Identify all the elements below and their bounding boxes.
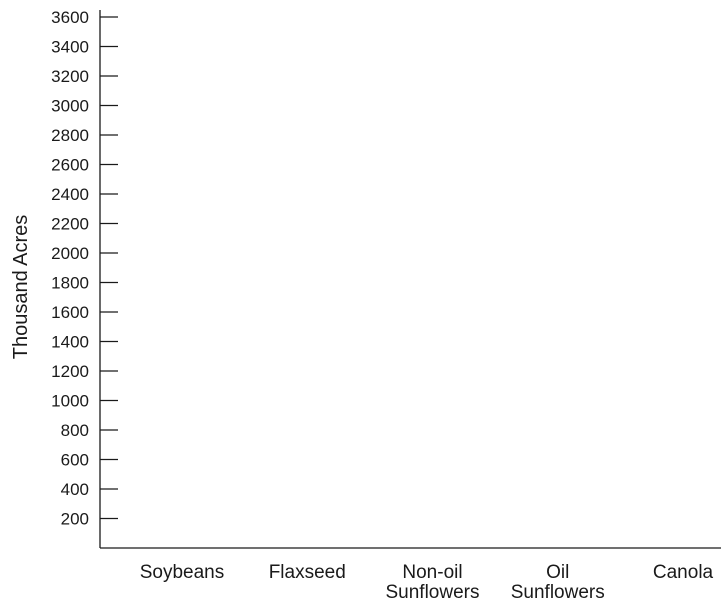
y-tick-label: 3400 [51,38,89,57]
x-category-label: Sunflowers [386,582,480,602]
y-tick-label: 2400 [51,185,89,204]
y-tick-label: 800 [61,421,89,440]
y-axis-title: Thousand Acres [10,215,32,360]
y-tick-label: 200 [61,510,89,529]
y-axis-ticks: 200 400 600 800 1000 1200 1400 1600 1800 2000 2200… [51,8,118,529]
y-tick-label: 3200 [51,67,89,86]
y-tick-label: 2000 [51,244,89,263]
y-tick-label: 1200 [51,362,89,381]
y-tick-label: 2600 [51,156,89,175]
x-category-label: Canola [653,562,714,583]
y-tick-label: 400 [61,480,89,499]
y-tick-label: 600 [61,451,89,470]
y-tick-label: 2800 [51,126,89,145]
x-category-label: Soybeans [140,562,225,583]
y-tick-label: 3600 [51,8,89,27]
x-axis-category-labels: Soybeans Flaxseed Non-oilSunflowersOilSunf… [140,562,714,602]
x-category-label: Non-oil [402,562,462,583]
x-category-label: Oil [546,562,569,583]
y-tick-label: 2200 [51,215,89,234]
x-category-label: Flaxseed [269,562,346,583]
y-tick-label: 3000 [51,97,89,116]
y-tick-label: 1000 [51,392,89,411]
y-tick-label: 1400 [51,333,89,352]
y-tick-label: 1600 [51,303,89,322]
x-category-label: Sunflowers [511,582,605,602]
y-tick-label: 1800 [51,274,89,293]
